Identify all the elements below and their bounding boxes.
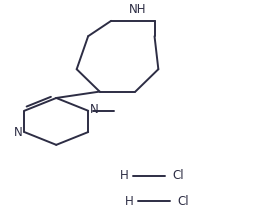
- Text: NH: NH: [129, 2, 147, 15]
- Text: N: N: [90, 103, 98, 116]
- Text: H: H: [125, 195, 134, 208]
- Text: H: H: [120, 169, 129, 182]
- Text: Cl: Cl: [178, 195, 189, 208]
- Text: Cl: Cl: [172, 169, 184, 182]
- Text: N: N: [14, 126, 23, 139]
